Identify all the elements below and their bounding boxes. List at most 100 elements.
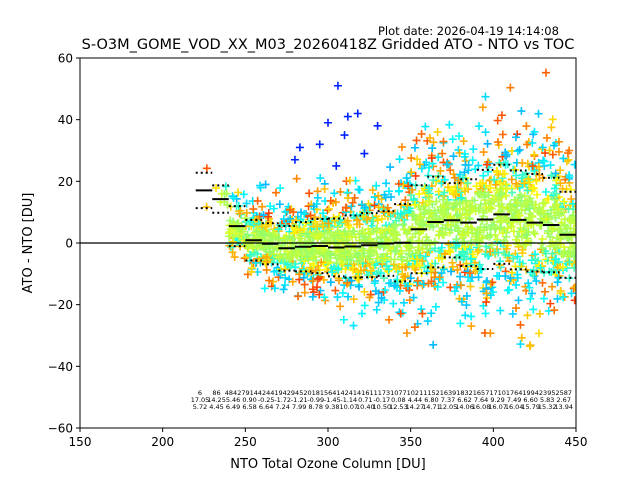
scatter-point — [300, 224, 309, 233]
scatter-point — [320, 293, 329, 302]
scatter-point — [402, 329, 411, 338]
scatter-point — [300, 257, 309, 266]
scatter-point — [411, 181, 420, 190]
scatter-point — [539, 294, 548, 303]
scatter-point — [291, 224, 300, 233]
scatter-point — [467, 205, 476, 214]
scatter-point — [456, 319, 465, 328]
scatter-point — [529, 228, 538, 237]
scatter-point — [570, 283, 576, 292]
scatter-point — [482, 289, 491, 298]
bin-std: 6.58 — [242, 403, 256, 411]
scatter-point — [374, 191, 383, 200]
y-tick-label: 0 — [65, 237, 73, 251]
scatter-point — [341, 218, 350, 227]
scatter-point — [324, 118, 332, 127]
scatter-point — [296, 255, 305, 264]
scatter-point — [486, 279, 495, 288]
scatter-point — [303, 252, 312, 261]
scatter-point — [470, 196, 479, 205]
scatter-point — [395, 155, 404, 164]
scatter-point — [475, 260, 484, 269]
scatter-point — [514, 193, 523, 202]
scatter-point — [496, 190, 505, 199]
scatter-point — [513, 182, 522, 191]
scatter-point — [341, 248, 350, 257]
scatter-point — [266, 248, 275, 257]
x-tick-label: 450 — [565, 435, 588, 449]
scatter-point — [415, 229, 424, 238]
scatter-point — [534, 109, 543, 118]
bin-std: 10.40 — [356, 403, 375, 411]
scatter-point — [412, 215, 421, 224]
scatter-point — [434, 153, 443, 162]
scatter-point — [427, 309, 436, 318]
scatter-point — [467, 322, 476, 331]
scatter-point — [562, 264, 571, 273]
bin-count: 1994 — [522, 389, 539, 397]
scatter-point — [463, 210, 472, 219]
scatter-point — [528, 139, 537, 148]
scatter-point — [340, 131, 349, 140]
bin-count: 6 — [198, 389, 202, 397]
scatter-point — [300, 288, 309, 297]
scatter-point — [280, 281, 289, 290]
scatter-point — [253, 196, 262, 205]
scatter-point — [343, 112, 352, 121]
scatter-point — [516, 340, 525, 349]
scatter-point — [433, 282, 442, 291]
scatter-point — [546, 161, 555, 170]
scatter-point — [467, 312, 476, 321]
scatter-point — [506, 83, 515, 92]
scatter-point — [410, 200, 419, 209]
scatter-point — [460, 152, 469, 161]
scatter-point — [367, 247, 376, 256]
scatter-point — [512, 280, 521, 289]
bin-count: 5641 — [324, 389, 341, 397]
scatter-point — [468, 229, 477, 238]
scatter-point — [202, 202, 211, 211]
bin-count: 9452 — [291, 389, 308, 397]
scatter-point — [313, 193, 322, 202]
scatter-point — [490, 225, 499, 234]
scatter-point — [268, 244, 277, 253]
scatter-point — [221, 182, 230, 191]
scatter-point — [522, 122, 531, 131]
x-tick-label: 200 — [151, 435, 174, 449]
scatter-point — [352, 220, 361, 229]
scatter-point — [365, 293, 374, 302]
scatter-point — [372, 250, 381, 259]
scatter-point — [242, 199, 251, 208]
scatter-point — [463, 179, 472, 188]
scatter-point — [399, 298, 408, 307]
scatter-point — [539, 199, 548, 208]
scatter-point — [565, 258, 574, 267]
scatter-point — [507, 188, 516, 197]
y-axis: −60 −40 −20 0 20 40 60 — [48, 52, 80, 436]
scatter-point — [474, 122, 483, 131]
scatter-point — [553, 278, 562, 287]
scatter-point — [531, 200, 540, 209]
scatter-point — [355, 282, 364, 291]
scatter-point — [409, 293, 418, 302]
scatter-point — [451, 222, 460, 231]
scatter-point — [407, 185, 416, 194]
scatter-point — [501, 160, 510, 169]
scatter-point — [539, 206, 548, 215]
scatter-point — [495, 218, 504, 227]
scatter-point — [343, 194, 352, 203]
scatter-point — [486, 247, 495, 256]
scatter-point — [529, 266, 538, 275]
scatter-point — [374, 267, 383, 276]
scatter-point — [229, 232, 238, 241]
scatter-point — [554, 147, 563, 156]
bin-mean: 6.60 — [523, 396, 537, 404]
scatter-point — [483, 139, 492, 148]
scatter-point — [252, 227, 261, 236]
bin-mean: -0.17 — [373, 396, 390, 404]
scatter-point — [437, 243, 446, 252]
scatter-point — [550, 141, 559, 150]
scatter-point — [366, 266, 375, 275]
scatter-point — [259, 210, 268, 219]
